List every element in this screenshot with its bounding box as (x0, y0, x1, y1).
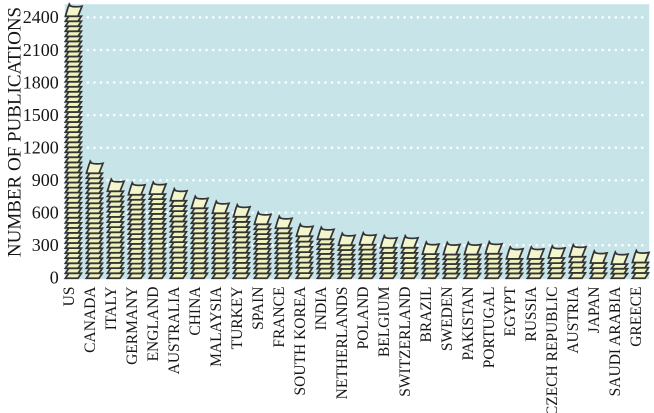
svg-text:RUSSIA: RUSSIA (523, 286, 540, 342)
svg-text:GREECE: GREECE (628, 287, 645, 347)
svg-text:AUSTRALIA: AUSTRALIA (166, 286, 183, 375)
svg-text:ENGLAND: ENGLAND (145, 287, 162, 362)
svg-text:1200: 1200 (23, 138, 59, 158)
svg-text:2100: 2100 (23, 40, 59, 60)
svg-text:BRAZIL: BRAZIL (418, 287, 435, 343)
svg-text:US: US (61, 287, 78, 307)
svg-text:ITALY: ITALY (103, 287, 120, 331)
svg-text:SWEDEN: SWEDEN (439, 286, 456, 351)
svg-text:CANADA: CANADA (82, 286, 99, 353)
svg-text:1500: 1500 (23, 105, 59, 125)
svg-text:SAUDI ARABIA: SAUDI ARABIA (607, 286, 624, 397)
svg-text:GERMANY: GERMANY (124, 287, 141, 365)
svg-text:2400: 2400 (23, 7, 59, 27)
svg-text:600: 600 (32, 203, 59, 223)
svg-text:TURKEY: TURKEY (229, 287, 246, 350)
svg-text:NUMBER OF PUBLICATIONS: NUMBER OF PUBLICATIONS (5, 7, 26, 257)
svg-text:CZECH REPUBLIC: CZECH REPUBLIC (544, 287, 561, 413)
svg-text:1800: 1800 (23, 72, 59, 92)
svg-text:NETHERLANDS: NETHERLANDS (334, 287, 351, 400)
svg-text:PAKISTAN: PAKISTAN (460, 286, 477, 360)
svg-text:900: 900 (32, 170, 59, 190)
svg-text:MALAYSIA: MALAYSIA (208, 286, 225, 367)
svg-text:300: 300 (32, 235, 59, 255)
svg-text:SOUTH KOREA: SOUTH KOREA (292, 286, 309, 396)
svg-text:PORTUGAL: PORTUGAL (481, 286, 498, 368)
svg-text:SPAIN: SPAIN (250, 287, 267, 330)
svg-text:INDIA: INDIA (313, 286, 330, 331)
svg-text:FRANCE: FRANCE (271, 287, 288, 348)
svg-text:AUSTRIA: AUSTRIA (565, 286, 582, 354)
svg-text:EGYPT: EGYPT (502, 286, 519, 336)
svg-text:POLAND: POLAND (355, 287, 372, 350)
svg-text:JAPAN: JAPAN (586, 287, 603, 334)
svg-text:BELGIUM: BELGIUM (376, 286, 393, 357)
svg-text:SWITZERLAND: SWITZERLAND (397, 286, 414, 396)
svg-text:0: 0 (50, 268, 59, 288)
svg-text:CHINA: CHINA (187, 286, 204, 336)
